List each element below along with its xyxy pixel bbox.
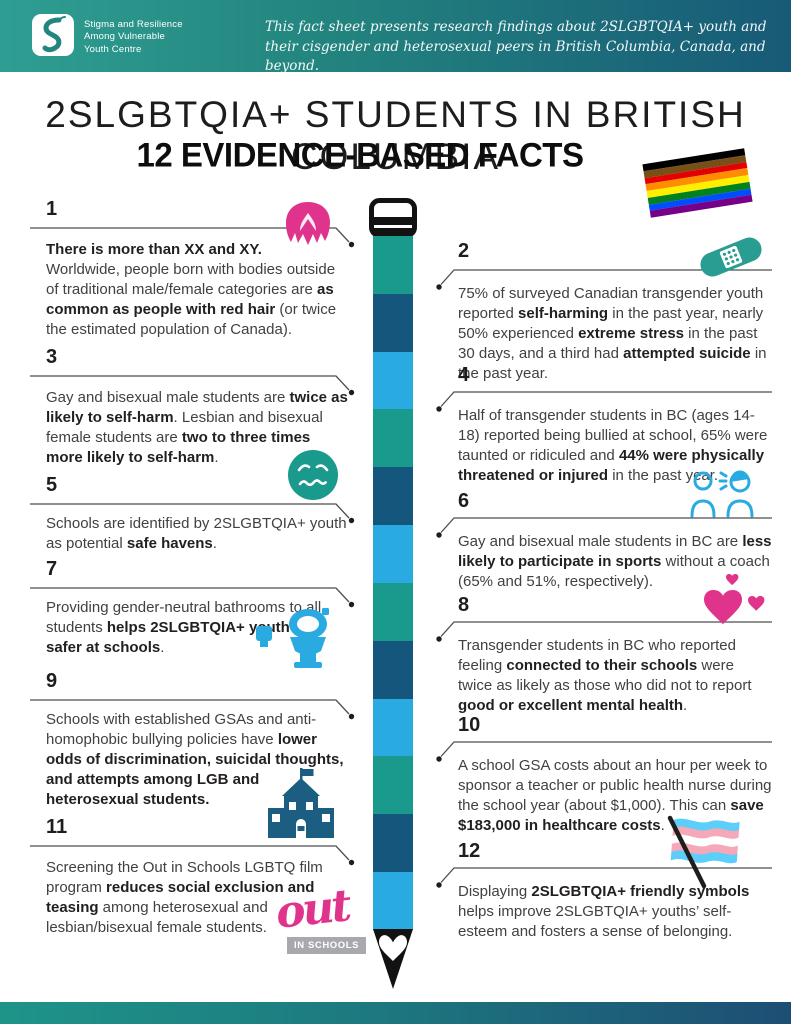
fact-3-connector: [30, 375, 355, 396]
fact-8-connector: [436, 621, 772, 642]
fact-10-number: 10: [458, 714, 481, 736]
fact-12-number: 12: [458, 840, 481, 862]
pencil-segment-light_blue: [373, 872, 413, 930]
logo-line-2: Among Vulnerable: [84, 31, 166, 43]
fact-4-number: 4: [458, 364, 470, 386]
pencil-segment-teal: [373, 409, 413, 468]
fact-3-number: 3: [46, 346, 58, 368]
fact-11-number: 11: [46, 816, 68, 838]
fact-6-text: Gay and bisexual male students in BC are…: [458, 533, 772, 590]
trans-flag-icon: [667, 815, 740, 889]
fact-1-connector: [30, 227, 355, 248]
fact-8-number: 8: [458, 594, 470, 616]
fact-12-text: Displaying 2SLGBTQIA+ friendly symbols h…: [458, 883, 750, 940]
pencil-segment-navy: [373, 814, 413, 873]
pencil-segment-navy: [373, 640, 413, 699]
fact-7-connector: [30, 587, 355, 608]
fact-5-number: 5: [46, 474, 58, 496]
logo-text: Stigma and Resilience Among Vulnerable Y…: [84, 19, 183, 56]
fact-6-number: 6: [458, 490, 470, 512]
fact-sheet-tagline: This fact sheet presents research findin…: [265, 19, 767, 75]
pencil-segment-light_blue: [373, 525, 413, 583]
pencil-segment-navy: [373, 293, 413, 352]
fact-3-text: Gay and bisexual male students are twice…: [46, 389, 348, 466]
fact-10-text: A school GSA costs about an hour per wee…: [458, 757, 772, 834]
logo-s-glyph: [42, 16, 66, 53]
page-title: 2SLGBTQIA+ STUDENTS IN BRITISH COLUMBIA: [45, 94, 746, 177]
fact-12-connector: [436, 867, 772, 888]
pencil-segment-teal: [373, 756, 413, 815]
pencil-body: [373, 236, 413, 930]
logo-line-3: Youth Centre: [84, 43, 142, 55]
pencil-segment-teal: [373, 582, 413, 641]
fact-2-connector: [436, 269, 772, 290]
bullying-people-icon: [690, 470, 754, 518]
fact-1-text: There is more than XX and XY. Worldwide, …: [46, 241, 337, 338]
pencil-eraser-icon: [369, 198, 417, 238]
hearts-icon: [704, 574, 765, 625]
fact-9-connector: [30, 699, 355, 720]
footer-banner: [0, 1002, 791, 1024]
fact-7-number: 7: [46, 558, 58, 580]
fact-1-number: 1: [46, 198, 58, 220]
school-icon: [268, 768, 334, 838]
fact-2-number: 2: [458, 240, 470, 262]
fact-11-text: Screening the Out in Schools LGBTQ film …: [46, 859, 323, 936]
fact-6-connector: [436, 517, 772, 538]
pencil-segment-light_blue: [373, 351, 413, 410]
pencil-segment-teal: [373, 236, 413, 294]
fact-5-connector: [30, 503, 355, 524]
fact-2-text: 75% of surveyed Canadian transgender you…: [458, 285, 767, 382]
logo-line-1: Stigma and Resilience: [84, 19, 183, 30]
bandage-icon: [700, 237, 762, 277]
fact-9-number: 9: [46, 670, 58, 692]
out-in-schools-label: IN SCHOOLS: [287, 937, 367, 954]
fact-4-text: Half of transgender students in BC (ages…: [458, 407, 768, 484]
pencil-segment-navy: [373, 467, 413, 526]
fact-11-connector: [30, 845, 355, 866]
pencil-segment-light_blue: [373, 698, 413, 757]
fact-9-text: Schools with established GSAs and anti-h…: [46, 711, 344, 808]
page-subtitle: 12 EVIDENCE-BASED FACTS: [136, 135, 584, 174]
fact-5-text: Schools are identified by 2SLGBTQIA+ you…: [46, 515, 347, 552]
sarvyc-logo-icon: [32, 14, 74, 56]
fact-4-connector: [436, 391, 772, 412]
fact-10-connector: [436, 741, 772, 762]
worried-face-icon: [288, 450, 338, 500]
header-banner: Stigma and Resilience Among Vulnerable Y…: [0, 0, 791, 74]
fact-8-text: Transgender students in BC who reported …: [458, 637, 752, 714]
pencil-tip-icon: [373, 929, 413, 989]
wig-icon: [286, 202, 330, 245]
toilet-icon: [256, 608, 329, 668]
out-in-schools-logo: out: [273, 880, 352, 939]
